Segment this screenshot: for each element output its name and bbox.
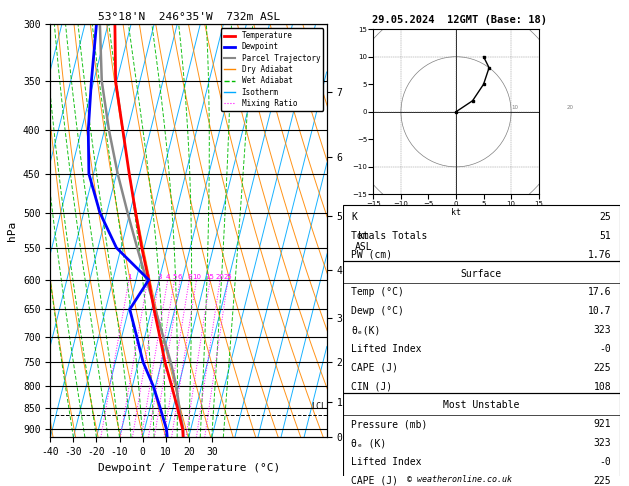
Text: 3: 3 xyxy=(157,274,162,280)
Text: 20: 20 xyxy=(566,105,573,110)
Text: 323: 323 xyxy=(594,438,611,448)
Text: Most Unstable: Most Unstable xyxy=(443,400,520,410)
Text: 10: 10 xyxy=(511,105,518,110)
Text: 20: 20 xyxy=(216,274,225,280)
Text: 10.7: 10.7 xyxy=(587,306,611,316)
Text: LCL: LCL xyxy=(311,402,326,411)
Text: 1.76: 1.76 xyxy=(587,250,611,260)
Text: PW (cm): PW (cm) xyxy=(351,250,392,260)
Bar xyxy=(343,261,620,393)
Text: 5: 5 xyxy=(172,274,177,280)
Text: Totals Totals: Totals Totals xyxy=(351,231,428,241)
Y-axis label: km
ASL: km ASL xyxy=(355,231,372,252)
X-axis label: kt: kt xyxy=(451,208,461,217)
Text: CAPE (J): CAPE (J) xyxy=(351,363,398,373)
Text: 323: 323 xyxy=(594,325,611,335)
Title: 53°18'N  246°35'W  732m ASL: 53°18'N 246°35'W 732m ASL xyxy=(97,12,280,22)
Text: -0: -0 xyxy=(599,457,611,467)
Text: 6: 6 xyxy=(178,274,182,280)
Text: Lifted Index: Lifted Index xyxy=(351,344,421,354)
Text: 2: 2 xyxy=(145,274,150,280)
Text: -0: -0 xyxy=(599,344,611,354)
Text: 8: 8 xyxy=(187,274,191,280)
Legend: Temperature, Dewpoint, Parcel Trajectory, Dry Adiabat, Wet Adiabat, Isotherm, Mi: Temperature, Dewpoint, Parcel Trajectory… xyxy=(221,28,323,111)
Text: 225: 225 xyxy=(594,476,611,486)
Text: CAPE (J): CAPE (J) xyxy=(351,476,398,486)
Text: 25: 25 xyxy=(599,212,611,222)
Bar xyxy=(343,205,620,261)
X-axis label: Dewpoint / Temperature (°C): Dewpoint / Temperature (°C) xyxy=(97,463,280,473)
Text: Pressure (mb): Pressure (mb) xyxy=(351,419,428,429)
Text: Temp (°C): Temp (°C) xyxy=(351,287,404,297)
Text: K: K xyxy=(351,212,357,222)
Text: 225: 225 xyxy=(594,363,611,373)
Text: Surface: Surface xyxy=(460,268,502,278)
Text: θₑ(K): θₑ(K) xyxy=(351,325,381,335)
Text: 17.6: 17.6 xyxy=(587,287,611,297)
Text: Lifted Index: Lifted Index xyxy=(351,457,421,467)
Text: 15: 15 xyxy=(206,274,214,280)
Text: 1: 1 xyxy=(126,274,131,280)
Text: 10: 10 xyxy=(192,274,201,280)
Bar xyxy=(343,393,620,486)
Y-axis label: hPa: hPa xyxy=(8,221,18,241)
Text: 921: 921 xyxy=(594,419,611,429)
Text: 25: 25 xyxy=(224,274,232,280)
Text: θₑ (K): θₑ (K) xyxy=(351,438,386,448)
Text: © weatheronline.co.uk: © weatheronline.co.uk xyxy=(407,474,511,484)
Text: 4: 4 xyxy=(165,274,170,280)
Text: 51: 51 xyxy=(599,231,611,241)
Text: CIN (J): CIN (J) xyxy=(351,382,392,392)
Text: 108: 108 xyxy=(594,382,611,392)
Text: 29.05.2024  12GMT (Base: 18): 29.05.2024 12GMT (Base: 18) xyxy=(372,15,547,25)
Text: Dewp (°C): Dewp (°C) xyxy=(351,306,404,316)
